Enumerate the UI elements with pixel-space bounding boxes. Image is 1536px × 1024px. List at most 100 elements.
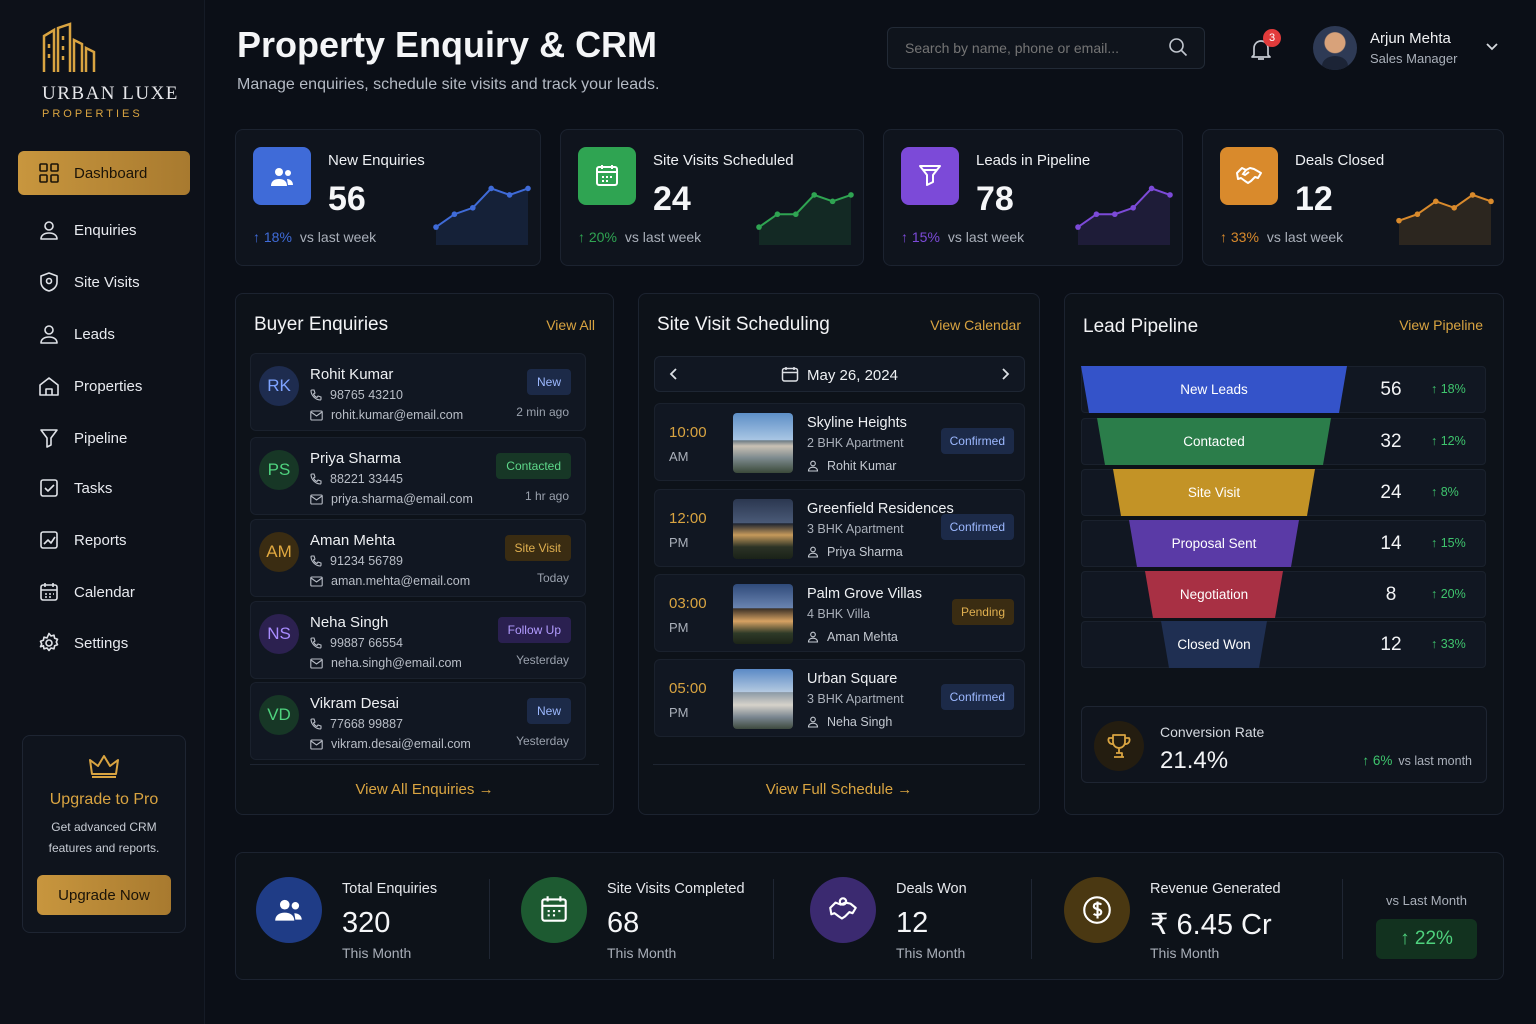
sidebar-item-reports[interactable]: Reports: [18, 518, 190, 562]
sidebar-item-tasks[interactable]: Tasks: [18, 466, 190, 510]
building-logo-icon: [42, 22, 96, 72]
sidebar-item-calendar[interactable]: Calendar: [18, 570, 190, 614]
kpi-card-new-enquiries[interactable]: New Enquiries 56 ↑ 18% vs last week: [235, 129, 541, 266]
view-calendar-link[interactable]: View Calendar: [930, 317, 1021, 333]
gear-icon: [39, 632, 59, 652]
stat-period: This Month: [1150, 945, 1220, 961]
status-badge: Follow Up: [497, 617, 571, 643]
sidebar-item-label: Properties: [74, 377, 143, 395]
sparkline-point: [1469, 192, 1476, 198]
sparkline-point: [1075, 224, 1081, 230]
site-visit-item[interactable]: 10:00 AM Skyline Heights 2 BHK Apartment Roh…: [654, 403, 1025, 481]
property-image: [733, 413, 793, 473]
property-image: [733, 499, 793, 559]
funnel-segment: Negotiation: [1145, 571, 1283, 618]
enquiry-time: 1 hr ago: [524, 489, 569, 503]
sidebar-item-pipeline[interactable]: Pipeline: [18, 416, 190, 460]
sparkline-line: [435, 187, 529, 228]
user-name[interactable]: Arjun Mehta: [1370, 30, 1451, 47]
pipeline-stage[interactable]: Negotiation 8 ↑ 20%: [1081, 571, 1486, 618]
sparkline-point: [811, 192, 817, 198]
kpi-card-site-visits-scheduled[interactable]: Site Visits Scheduled 24 ↑ 20% vs last week: [560, 129, 864, 266]
property-type: 3 BHK Apartment: [807, 522, 904, 536]
sparkline-area: [1399, 194, 1491, 245]
site-visit-item[interactable]: 03:00 PM Palm Grove Villas 4 BHK Villa Aman …: [654, 574, 1025, 652]
calendar-icon: [781, 367, 799, 382]
chevron-down-icon[interactable]: [1485, 42, 1499, 52]
sparkline-point: [1414, 211, 1421, 218]
property-type: 3 BHK Apartment: [807, 692, 904, 706]
visit-time: 05:00: [669, 680, 707, 697]
view-all-enquiries-link[interactable]: View All Enquiries →: [355, 781, 494, 798]
status-badge: Confirmed: [940, 428, 1014, 454]
summary-stat: Revenue Generated ₹ 6.45 Cr This Month: [1044, 853, 1304, 981]
user-icon: [807, 460, 819, 472]
pipeline-stage[interactable]: Closed Won 12 ↑ 33%: [1081, 621, 1486, 668]
sparkline-point: [470, 204, 476, 211]
calendar-check-icon: [596, 165, 618, 186]
sparkline: [1075, 185, 1173, 245]
pipeline-stage[interactable]: Site Visit 24 ↑ 8%: [1081, 469, 1486, 516]
kpi-card-leads-in-pipeline[interactable]: Leads in Pipeline 78 ↑ 15% vs last week: [883, 129, 1183, 266]
user-role: Sales Manager: [1370, 51, 1458, 66]
user-icon: [40, 325, 58, 344]
kpi-value: 24: [653, 180, 691, 218]
visit-buyer: Priya Sharma: [807, 545, 903, 559]
sidebar-item-properties[interactable]: Properties: [18, 364, 190, 408]
view-pipeline-link[interactable]: View Pipeline: [1399, 317, 1483, 333]
chevron-left-icon[interactable]: [669, 367, 679, 381]
view-full-schedule-link[interactable]: View Full Schedule →: [765, 781, 913, 798]
enquiry-item[interactable]: VD Vikram Desai 77668 99887 vikram.desai@em…: [250, 682, 586, 760]
sparkline-line: [1077, 187, 1171, 228]
stage-change: ↑ 8%: [1431, 485, 1459, 499]
funnel-icon: [40, 429, 58, 448]
stat-value: 320: [342, 907, 391, 939]
location-icon: [40, 272, 58, 292]
sidebar-item-settings[interactable]: Settings: [18, 621, 190, 665]
site-visit-item[interactable]: 12:00 PM Greenfield Residences 3 BHK Apartm…: [654, 489, 1025, 567]
kpi-card-deals-closed[interactable]: Deals Closed 12 ↑ 33% vs last week: [1202, 129, 1504, 266]
enquiry-item[interactable]: PS Priya Sharma 88221 33445 priya.sharma@em…: [250, 437, 586, 515]
sparkline: [433, 185, 531, 245]
stage-count: 32: [1380, 431, 1402, 452]
enquiry-item[interactable]: NS Neha Singh 99887 66554 neha.singh@email.…: [250, 601, 586, 679]
site-visit-item[interactable]: 05:00 PM Urban Square 3 BHK Apartment Neha S…: [654, 659, 1025, 737]
visit-ampm: PM: [669, 535, 689, 550]
pipeline-stage[interactable]: New Leads 56 ↑ 18%: [1081, 366, 1486, 413]
conversion-rate-card: Conversion Rate 21.4% ↑ 6% vs last month: [1081, 706, 1487, 783]
view-all-link[interactable]: View All: [546, 317, 595, 333]
kpi-delta: ↑ 15% vs last week: [901, 229, 1025, 245]
email-icon: [310, 493, 323, 505]
pipeline-stage[interactable]: Contacted 32 ↑ 12%: [1081, 418, 1486, 465]
property-type: 2 BHK Apartment: [807, 436, 904, 450]
upgrade-now-button[interactable]: Upgrade Now: [37, 875, 171, 915]
sparkline-line: [1398, 193, 1492, 222]
enquiry-email: rohit.kumar@email.com: [310, 408, 463, 422]
enquiry-email: priya.sharma@email.com: [310, 492, 473, 506]
stat-label: Total Enquiries: [342, 881, 438, 897]
kpi-delta: ↑ 33% vs last week: [1220, 229, 1344, 245]
search-input[interactable]: [887, 27, 1205, 69]
property-name: Palm Grove Villas: [807, 586, 922, 602]
sidebar-item-leads[interactable]: Leads: [18, 312, 190, 356]
sidebar-item-enquiries[interactable]: Enquiries: [18, 208, 190, 252]
pipeline-stage[interactable]: Proposal Sent 14 ↑ 15%: [1081, 520, 1486, 567]
upgrade-description: Get advanced CRM features and reports.: [48, 820, 160, 855]
enquiry-item[interactable]: AM Aman Mehta 91234 56789 aman.mehta@email.…: [250, 519, 586, 597]
email-icon: [310, 657, 323, 669]
panel-title: Buyer Enquiries: [254, 314, 389, 335]
buyer-enquiries-panel: Buyer Enquiries View All RK Rohit Kumar 98…: [235, 293, 614, 815]
avatar[interactable]: [1313, 26, 1357, 70]
upgrade-card: Upgrade to Pro Get advanced CRM features …: [22, 735, 186, 933]
visit-buyer: Neha Singh: [807, 715, 892, 729]
checkbox-icon: [40, 479, 58, 497]
stat-period: This Month: [342, 945, 412, 961]
summary-stat: Site Visits Completed 68 This Month: [501, 853, 761, 981]
chevron-right-icon[interactable]: [1000, 367, 1010, 381]
conversion-label: Conversion Rate: [1160, 724, 1265, 740]
sidebar-item-site-visits[interactable]: Site Visits: [18, 260, 190, 304]
sidebar-item-dashboard[interactable]: Dashboard: [18, 151, 190, 195]
dollar-coin-icon: [1083, 896, 1111, 924]
search-icon[interactable]: [1168, 37, 1188, 57]
enquiry-item[interactable]: RK Rohit Kumar 98765 43210 rohit.kumar@emai…: [250, 353, 586, 431]
